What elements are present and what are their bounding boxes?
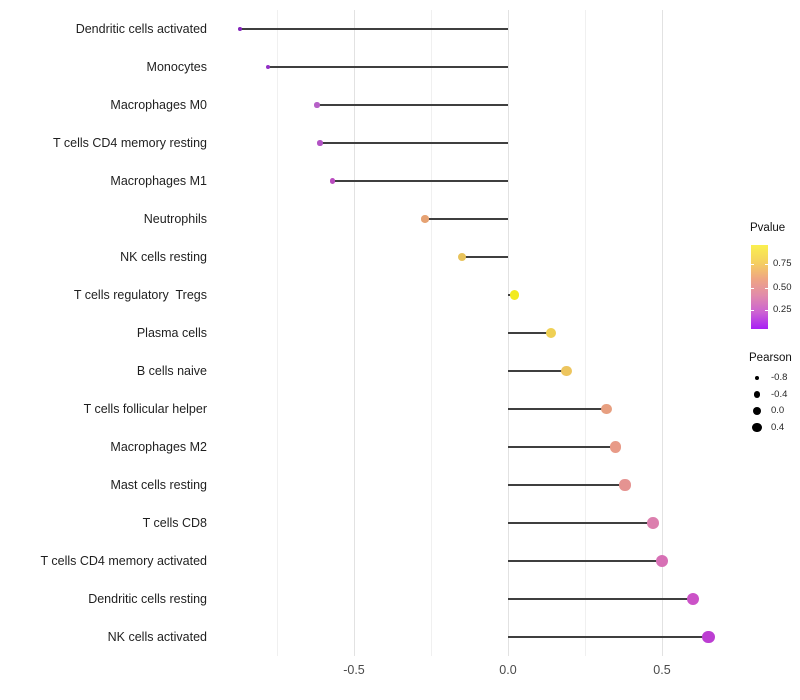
- lollipop-dot: [421, 215, 429, 223]
- lollipop-stem: [320, 142, 508, 144]
- colorbar-tick-right: [765, 288, 768, 289]
- lollipop-dot: [561, 365, 572, 377]
- lollipop-dot: [601, 403, 612, 415]
- pearson-size-label: -0.8: [771, 372, 788, 383]
- category-label: Macrophages M0: [110, 98, 207, 112]
- lollipop-stem: [267, 66, 508, 68]
- lollipop-dot: [457, 252, 466, 262]
- lollipop-stem: [508, 598, 693, 600]
- pearson-size-label: 0.0: [771, 405, 785, 416]
- colorbar-tick-left: [751, 288, 754, 289]
- category-label: NK cells resting: [120, 250, 207, 264]
- lollipop-stem: [508, 636, 709, 638]
- x-axis-tick-label: -0.5: [343, 663, 365, 677]
- lollipop-dot: [610, 441, 622, 453]
- pvalue-tick-label: 0.25: [773, 304, 792, 315]
- colorbar-tick-right: [765, 310, 768, 311]
- category-label: Plasma cells: [136, 326, 207, 340]
- pearson-size-label: 0.4: [771, 421, 785, 433]
- pearson-size-dot: [753, 391, 761, 398]
- gridline-major: [662, 10, 663, 656]
- category-label: Mast cells resting: [110, 478, 207, 492]
- lollipop-stem: [332, 180, 508, 182]
- colorbar-tick-left: [751, 310, 754, 311]
- lollipop-stem: [508, 560, 662, 562]
- lollipop-dot: [238, 27, 242, 31]
- lollipop-dot: [329, 178, 336, 184]
- gridline-major: [354, 10, 355, 656]
- pvalue-colorbar: [751, 245, 768, 329]
- lollipop-stem: [508, 408, 607, 410]
- category-label: NK cells activated: [107, 630, 207, 644]
- lollipop-dot: [546, 328, 557, 338]
- colorbar-tick-left: [751, 264, 754, 265]
- category-label: T cells CD4 memory resting: [53, 136, 207, 150]
- lollipop-stem: [508, 446, 616, 448]
- category-label: Dendritic cells resting: [88, 592, 207, 606]
- category-label: Macrophages M2: [110, 440, 207, 454]
- lollipop-stem: [461, 256, 508, 258]
- category-label: T cells CD8: [142, 516, 207, 530]
- x-axis-tick-label: 0.0: [499, 663, 517, 677]
- gridline-minor: [277, 10, 278, 656]
- pvalue-tick-label: 0.50: [773, 282, 792, 293]
- pearson-size-label: -0.4: [771, 388, 788, 400]
- lollipop-dot: [265, 64, 270, 70]
- colorbar-tick-right: [765, 264, 768, 265]
- pvalue-legend-title: Pvalue: [750, 222, 786, 234]
- lollipop-dot: [701, 630, 715, 644]
- gridline-minor: [585, 10, 586, 656]
- lollipop-stem: [508, 370, 567, 372]
- category-label: Monocytes: [146, 60, 207, 74]
- pearson-legend-title: Pearson: [749, 352, 792, 364]
- pearson-size-dot: [752, 422, 762, 433]
- lollipop-dot: [317, 140, 323, 146]
- lollipop-dot: [314, 102, 320, 108]
- lollipop-dot: [686, 592, 700, 606]
- pvalue-tick-label: 0.75: [773, 258, 792, 269]
- category-label: Dendritic cells activated: [75, 22, 207, 36]
- category-label: B cells naive: [136, 364, 207, 378]
- lollipop-dot: [656, 555, 668, 567]
- category-label: Neutrophils: [143, 212, 207, 226]
- lollipop-stem: [508, 332, 552, 334]
- gridline-minor: [431, 10, 432, 656]
- category-label: T cells follicular helper: [83, 402, 207, 416]
- category-label: T cells regulatory Tregs: [73, 288, 207, 302]
- category-label: T cells CD4 memory activated: [40, 554, 208, 568]
- pearson-size-dot: [752, 406, 762, 416]
- lollipop-stem: [240, 28, 508, 30]
- lollipop-stem: [317, 104, 508, 106]
- lollipop-stem: [508, 522, 653, 524]
- category-label: Macrophages M1: [110, 174, 207, 188]
- lollipop-stem: [424, 218, 508, 220]
- x-axis-tick-label: 0.5: [653, 663, 671, 677]
- lollipop-stem: [508, 484, 626, 486]
- lollipop-dot: [646, 517, 659, 529]
- pearson-size-dot: [754, 375, 760, 381]
- lollipop-dot: [619, 479, 631, 491]
- lollipop-dot: [509, 290, 519, 300]
